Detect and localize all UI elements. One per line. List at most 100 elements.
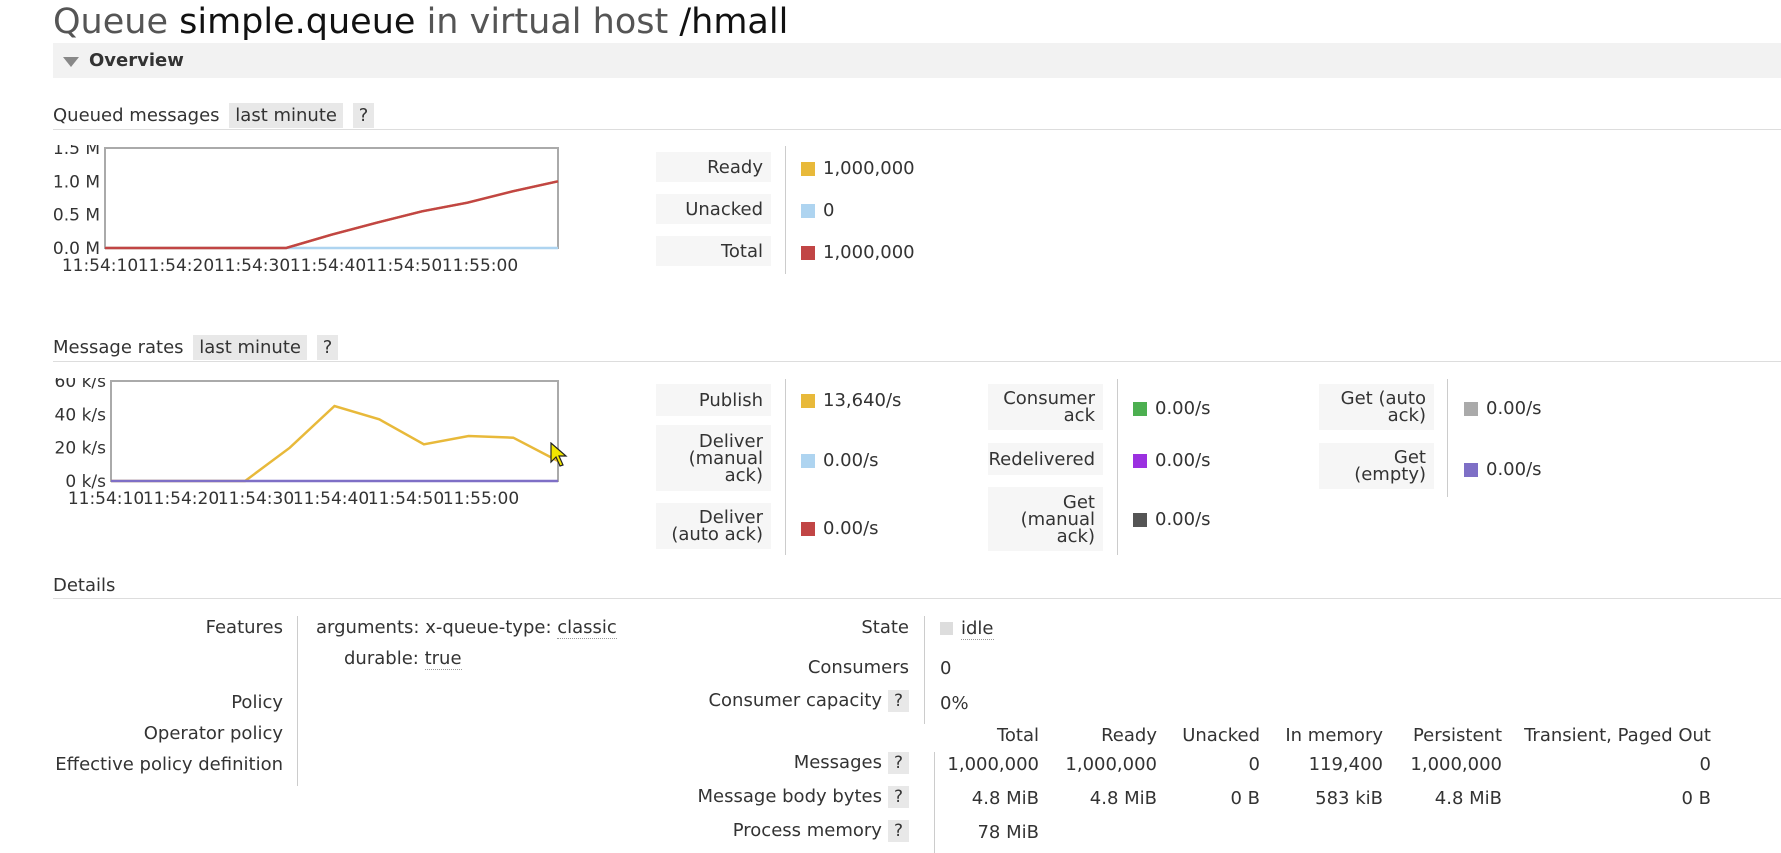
rate-label-redelivered: Redelivered <box>988 443 1103 475</box>
rate-label-consumer-ack: Consumer ack <box>988 384 1103 430</box>
legend-divider <box>785 379 786 555</box>
rate-value-get-auto: 0.00/s <box>1464 398 1542 419</box>
rate-label-deliver-auto: Deliver (auto ack) <box>656 503 771 549</box>
stats-cell: 4.8 MiB <box>1089 788 1157 809</box>
stats-help-button[interactable]: ? <box>887 786 909 808</box>
plot-frame <box>110 380 559 482</box>
title-middle: in virtual host <box>426 2 669 42</box>
collapse-triangle-icon <box>63 57 79 67</box>
rate-value: 0.00/s <box>1155 509 1211 530</box>
rate-value-consumer-ack: 0.00/s <box>1133 398 1211 419</box>
legend-divider <box>1117 379 1118 555</box>
state-text: idle <box>961 618 994 640</box>
stats-row-label-text: Messages <box>793 752 882 773</box>
details-divider <box>297 616 298 786</box>
x-tick-label: 11:54:30 <box>218 489 294 509</box>
color-swatch <box>801 245 815 260</box>
rate-value: 13,640/s <box>823 390 902 411</box>
color-swatch <box>801 521 815 536</box>
queue-type-value: classic <box>557 617 617 639</box>
stats-cell: 0 <box>1699 754 1711 775</box>
y-tick-label: 20 k/s <box>55 439 107 459</box>
color-swatch <box>1464 401 1478 416</box>
y-tick-label: 0.5 M <box>53 206 100 226</box>
legend-label: Ready <box>656 152 771 182</box>
stats-cell: 1,000,000 <box>947 754 1039 775</box>
stats-cell: 4.8 MiB <box>1434 788 1502 809</box>
color-swatch <box>1133 401 1147 416</box>
message-rates-chart: 60 k/s40 k/s20 k/s0 k/s11:54:1011:54:201… <box>55 378 559 509</box>
effective-policy-label: Effective policy definition <box>55 754 283 775</box>
capacity-help-button[interactable]: ? <box>887 690 909 712</box>
stats-cell: 4.8 MiB <box>971 788 1039 809</box>
x-tick-label: 11:55:00 <box>442 256 518 276</box>
x-tick-label: 11:54:10 <box>62 256 138 276</box>
rate-label-get-empty: Get (empty) <box>1319 443 1434 489</box>
consumer-capacity-label: Consumer capacity? <box>708 690 909 712</box>
color-swatch <box>801 453 815 468</box>
legend-value-text: 0 <box>823 200 835 221</box>
overview-toggle[interactable]: Overview <box>53 43 1781 78</box>
stats-help-button[interactable]: ? <box>887 820 909 842</box>
x-tick-label: 11:54:30 <box>214 256 290 276</box>
legend-value-text: 1,000,000 <box>823 158 915 179</box>
durable-label: durable: <box>344 648 419 669</box>
vhost-name: /hmall <box>679 2 789 42</box>
y-tick-label: 1.0 M <box>53 172 100 192</box>
arguments-label: arguments: <box>316 617 420 638</box>
divider <box>53 361 1781 362</box>
operator-policy-label: Operator policy <box>143 723 283 744</box>
legend-divider <box>785 146 786 274</box>
stats-row-label-text: Message body bytes <box>697 786 882 807</box>
page-title: Queue simple.queue in virtual host /hmal… <box>53 2 788 42</box>
col-header-in-memory: In memory <box>1285 725 1383 746</box>
rate-value: 0.00/s <box>823 518 879 539</box>
rate-value: 0.00/s <box>1155 398 1211 419</box>
rate-value: 0.00/s <box>1155 450 1211 471</box>
consumers-label: Consumers <box>807 657 909 678</box>
col-header-transient: Transient, Paged Out <box>1524 725 1711 746</box>
rate-label-deliver-manual: Deliver (manual ack) <box>656 425 771 491</box>
stats-help-button[interactable]: ? <box>887 752 909 774</box>
consumers-value: 0 <box>940 658 952 679</box>
rate-value-get-manual: 0.00/s <box>1133 509 1211 530</box>
rates-range-button[interactable]: last minute <box>193 335 307 360</box>
x-tick-label: 11:54:20 <box>138 256 214 276</box>
queue-type-key: x-queue-type: <box>425 617 552 638</box>
legend-label: Total <box>656 236 771 266</box>
color-swatch <box>1464 462 1478 477</box>
y-tick-label: 1.5 M <box>53 145 100 159</box>
color-swatch <box>801 161 815 176</box>
stats-row-label-text: Process memory <box>732 820 882 841</box>
rates-help-button[interactable]: ? <box>316 335 339 360</box>
overview-label: Overview <box>89 50 184 71</box>
rate-value: 0.00/s <box>823 450 879 471</box>
features-label: Features <box>205 617 283 638</box>
queued-range-button[interactable]: last minute <box>229 103 343 128</box>
color-swatch <box>1133 512 1147 527</box>
col-header-ready: Ready <box>1101 725 1157 746</box>
y-tick-label: 0 k/s <box>65 472 106 492</box>
rate-value-publish: 13,640/s <box>801 390 901 411</box>
state-value: idle <box>940 618 994 640</box>
color-swatch <box>801 203 815 218</box>
message-rates-header: Message rates last minute ? <box>53 335 339 360</box>
details-divider <box>924 616 925 724</box>
state-label: State <box>861 617 909 638</box>
features-arguments: arguments: x-queue-type: classic <box>316 617 617 639</box>
queued-messages-header: Queued messages last minute ? <box>53 103 375 128</box>
stats-row-label: Message body bytes? <box>698 786 909 808</box>
rate-value-redelivered: 0.00/s <box>1133 450 1211 471</box>
rate-value-deliver-manual: 0.00/s <box>801 450 879 471</box>
queued-messages-chart: 1.5 M1.0 M0.5 M0.0 M11:54:10 11:54:20 11:5… <box>53 145 559 276</box>
x-tick-label: 11:54:20 <box>143 489 219 509</box>
y-tick-label: 60 k/s <box>55 378 107 392</box>
queued-messages-title: Queued messages <box>53 105 220 126</box>
policy-label: Policy <box>231 692 283 713</box>
legend-value: 1,000,000 <box>801 158 915 179</box>
color-swatch <box>801 393 815 408</box>
y-tick-label: 40 k/s <box>55 405 107 425</box>
queued-help-button[interactable]: ? <box>352 103 375 128</box>
x-tick-label: 11:54:10 <box>68 489 144 509</box>
x-tick-label: 11:54:40 <box>293 489 369 509</box>
